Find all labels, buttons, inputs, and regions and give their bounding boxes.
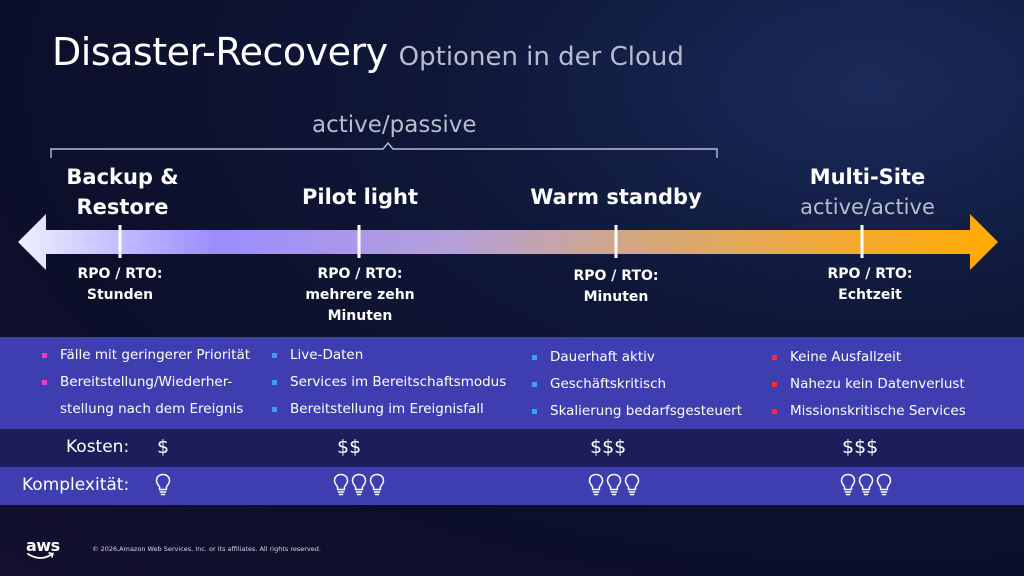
lightbulb-icon (624, 473, 640, 496)
list-item-text: Bereitstellung/Wiederher- (60, 374, 233, 390)
stage-title-line: active/active (800, 195, 935, 219)
rpo-value: Echtzeit (838, 287, 902, 303)
rpo-pilot-light: RPO / RTO: mehrere zehn Minuten (290, 264, 430, 327)
rpo-label: RPO / RTO: (827, 266, 913, 282)
list-item-text: stellung nach dem Ereignis (60, 401, 244, 417)
lightbulb-icon (858, 473, 874, 496)
complexity-backup-restore (155, 473, 173, 499)
spectrum-arrow (18, 214, 998, 270)
aws-logo: aws (26, 536, 60, 559)
list-item-text: Skalierung bedarfsgesteuert (550, 403, 743, 419)
stage-title-line: Pilot light (302, 185, 418, 209)
list-item-text: Fälle mit geringerer Priorität (60, 347, 251, 363)
cost-pilot-light: $$ (337, 436, 362, 458)
active-passive-bracket (50, 141, 718, 158)
bullets-warm-standby: Dauerhaft aktiv Geschäftskritisch Skalie… (530, 344, 742, 425)
rpo-multi-site: RPO / RTO: Echtzeit (800, 264, 940, 306)
rpo-value: mehrere zehn (305, 287, 415, 303)
list-item-text: Dauerhaft aktiv (550, 349, 655, 365)
slide-title: Disaster-Recovery Optionen in der Cloud (52, 30, 684, 74)
cost-multi-site: $$$ (842, 436, 879, 458)
stage-title-pilot-light: Pilot light (280, 182, 440, 212)
rpo-value: Stunden (86, 287, 154, 303)
cost-backup-restore: $ (157, 436, 170, 458)
stage-title-line: Restore (76, 195, 169, 219)
rpo-value: Minuten (583, 289, 649, 305)
list-item: Bereitstellung/Wiederher- (40, 369, 250, 396)
lightbulb-icon (369, 473, 385, 496)
bullets-band (0, 337, 1024, 429)
list-item-text: Keine Ausfallzeit (790, 349, 902, 365)
rpo-label: RPO / RTO: (573, 268, 659, 284)
list-item-text: Live-Daten (290, 347, 364, 363)
stage-title-warm-standby: Warm standby (510, 182, 722, 212)
active-passive-label: active/passive (312, 112, 477, 138)
list-item: Services im Bereitschaftsmodus (270, 369, 506, 396)
rpo-backup-restore: RPO / RTO: Stunden (50, 264, 190, 306)
complexity-pilot-light (333, 473, 387, 499)
lightbulb-icon (840, 473, 856, 496)
bullets-backup-restore: Fälle mit geringerer Priorität Bereitste… (40, 342, 250, 423)
list-item-text: Nahezu kein Datenverlust (790, 376, 965, 392)
lightbulb-icon (876, 473, 892, 496)
bullets-pilot-light: Live-Daten Services im Bereitschaftsmodu… (270, 342, 506, 423)
rpo-label: RPO / RTO: (317, 266, 403, 282)
list-item-text: Geschäftskritisch (550, 376, 667, 392)
list-item-text: Bereitstellung im Ereignisfall (290, 401, 484, 417)
list-item: Bereitstellung im Ereignisfall (270, 396, 506, 423)
list-item: Skalierung bedarfsgesteuert (530, 398, 742, 425)
rpo-value: Minuten (327, 308, 393, 324)
list-item: Geschäftskritisch (530, 371, 742, 398)
list-item: Keine Ausfallzeit (770, 344, 966, 371)
lightbulb-icon (351, 473, 367, 496)
stage-title-line: Warm standby (530, 185, 702, 209)
list-item: stellung nach dem Ereignis (40, 396, 250, 423)
copyright-text: © 2026,Amazon Web Services, Inc. or its … (92, 545, 321, 553)
complexity-band (0, 467, 1024, 505)
lightbulb-icon (588, 473, 604, 496)
stage-title-multi-site: Multi-Site active/active (780, 162, 955, 222)
complexity-multi-site (840, 473, 894, 499)
complexity-warm-standby (588, 473, 642, 499)
list-item: Fälle mit geringerer Priorität (40, 342, 250, 369)
lightbulb-icon (333, 473, 349, 496)
lightbulb-icon (155, 473, 171, 496)
cost-band (0, 429, 1024, 467)
lightbulb-icon (606, 473, 622, 496)
complexity-label: Komplexität: (22, 475, 130, 495)
list-item-text: Missionskritische Services (790, 403, 966, 419)
bullets-multi-site: Keine Ausfallzeit Nahezu kein Datenverlu… (770, 344, 966, 425)
stage-title-line: Backup & (66, 165, 179, 189)
list-item: Missionskritische Services (770, 398, 966, 425)
list-item: Live-Daten (270, 342, 506, 369)
stage-title-line: Multi-Site (809, 165, 926, 189)
list-item: Dauerhaft aktiv (530, 344, 742, 371)
title-sub: Optionen in der Cloud (398, 42, 684, 72)
rpo-label: RPO / RTO: (77, 266, 163, 282)
rpo-warm-standby: RPO / RTO: Minuten (546, 266, 686, 308)
aws-smile-icon (27, 552, 54, 559)
list-item-text: Services im Bereitschaftsmodus (290, 374, 507, 390)
aws-logo-text: aws (26, 536, 60, 555)
cost-warm-standby: $$$ (590, 436, 627, 458)
stage-title-backup-restore: Backup & Restore (50, 162, 195, 222)
cost-label: Kosten: (66, 437, 130, 457)
list-item: Nahezu kein Datenverlust (770, 371, 966, 398)
title-main: Disaster-Recovery (52, 30, 388, 74)
